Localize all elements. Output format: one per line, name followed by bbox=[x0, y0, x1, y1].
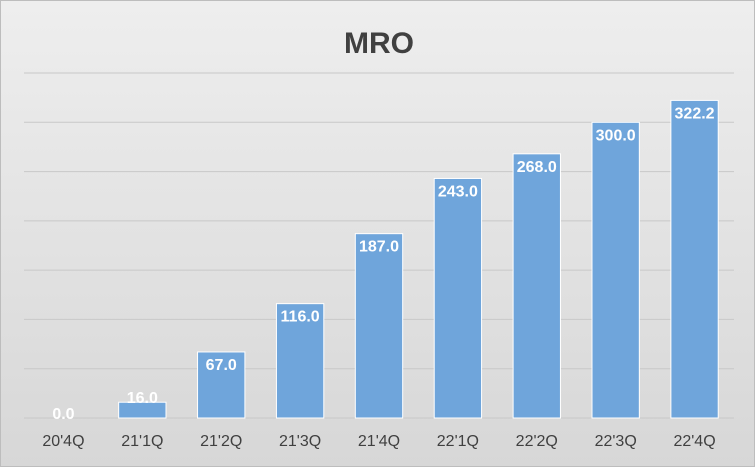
bar bbox=[118, 401, 167, 419]
data-label: 67.0 bbox=[206, 357, 237, 374]
data-label: 16.0 bbox=[127, 390, 158, 407]
bar bbox=[275, 303, 325, 419]
data-label: 0.0 bbox=[52, 406, 74, 423]
data-label: 243.0 bbox=[438, 183, 478, 200]
x-tick-label: 22'2Q bbox=[516, 433, 558, 450]
bar bbox=[433, 177, 483, 419]
x-tick-label: 21'2Q bbox=[200, 433, 242, 450]
x-tick-label: 22'1Q bbox=[437, 433, 479, 450]
data-labels: 0.0 16.0 67.0 116.0 187.0 243.0 268.0 300.0 322.… bbox=[52, 105, 714, 423]
x-tick-label: 20'4Q bbox=[42, 433, 84, 450]
x-tick-label: 22'3Q bbox=[595, 433, 637, 450]
x-tick-label: 21'1Q bbox=[121, 433, 163, 450]
data-label: 268.0 bbox=[517, 159, 557, 176]
x-axis-tick-labels: 20'4Q 21'1Q 21'2Q 21'3Q 21'4Q 22'1Q 22'2Q 22'3Q… bbox=[42, 433, 715, 450]
data-label: 116.0 bbox=[281, 309, 320, 326]
x-tick-label: 21'3Q bbox=[279, 433, 321, 450]
bar bbox=[591, 121, 640, 419]
data-label: 187.0 bbox=[359, 239, 399, 256]
bar-series bbox=[118, 99, 719, 419]
data-label: 322.2 bbox=[675, 105, 715, 122]
bar bbox=[354, 233, 404, 419]
bar bbox=[197, 351, 246, 419]
bar bbox=[512, 153, 561, 419]
chart-title: MRO bbox=[344, 27, 414, 60]
x-tick-label: 21'4Q bbox=[358, 433, 400, 450]
bar bbox=[670, 99, 719, 419]
x-tick-label: 22'4Q bbox=[673, 433, 715, 450]
data-label: 300.0 bbox=[596, 127, 636, 144]
